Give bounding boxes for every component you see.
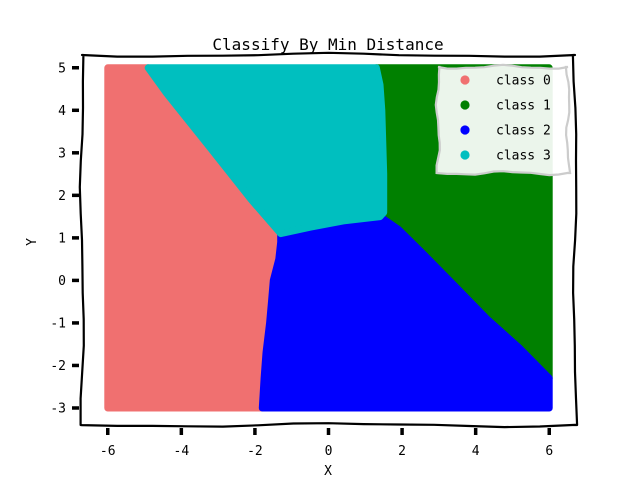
- chart-title: Classify By Min Distance: [212, 35, 443, 54]
- y-tick-label: 1: [58, 231, 66, 246]
- x-tick-label: 4: [472, 444, 480, 459]
- legend-marker: [460, 100, 470, 110]
- legend: class 0 class 1 class 2 class 3: [434, 63, 572, 177]
- x-tick-label: -6: [100, 444, 116, 459]
- y-tick-label: -3: [50, 401, 66, 416]
- y-tick-label: 3: [58, 146, 66, 161]
- y-axis-label: Y: [25, 238, 40, 246]
- legend-marker: [460, 125, 470, 135]
- x-tick-label: -4: [174, 444, 190, 459]
- y-tick-label: 2: [58, 189, 66, 204]
- x-tick-label: 6: [545, 444, 553, 459]
- x-tick-label: 2: [398, 444, 406, 459]
- x-tick-label: 0: [325, 444, 333, 459]
- legend-marker: [460, 75, 470, 85]
- region-class-3: [144, 64, 388, 238]
- y-tick-label: 4: [58, 104, 66, 119]
- x-axis-label: X: [324, 464, 332, 479]
- legend-label: class 3: [496, 149, 551, 164]
- region-class-2: [258, 213, 553, 412]
- legend-marker: [460, 150, 470, 160]
- legend-label: class 0: [496, 74, 551, 89]
- plot-frame: [78, 51, 579, 429]
- legend-label: class 2: [496, 124, 551, 139]
- x-tick-label: -2: [247, 444, 263, 459]
- y-tick-label: 5: [58, 61, 66, 76]
- legend-label: class 1: [496, 99, 551, 114]
- legend-box: [434, 63, 572, 177]
- x-axis: -6 -4 -2 0 2 4 6: [100, 428, 553, 459]
- y-axis: -3 -2 -1 0 1 2 3 4 5: [50, 61, 79, 416]
- y-tick-label: -2: [50, 359, 66, 374]
- y-tick-label: -1: [50, 316, 66, 331]
- y-tick-label: 0: [58, 274, 66, 289]
